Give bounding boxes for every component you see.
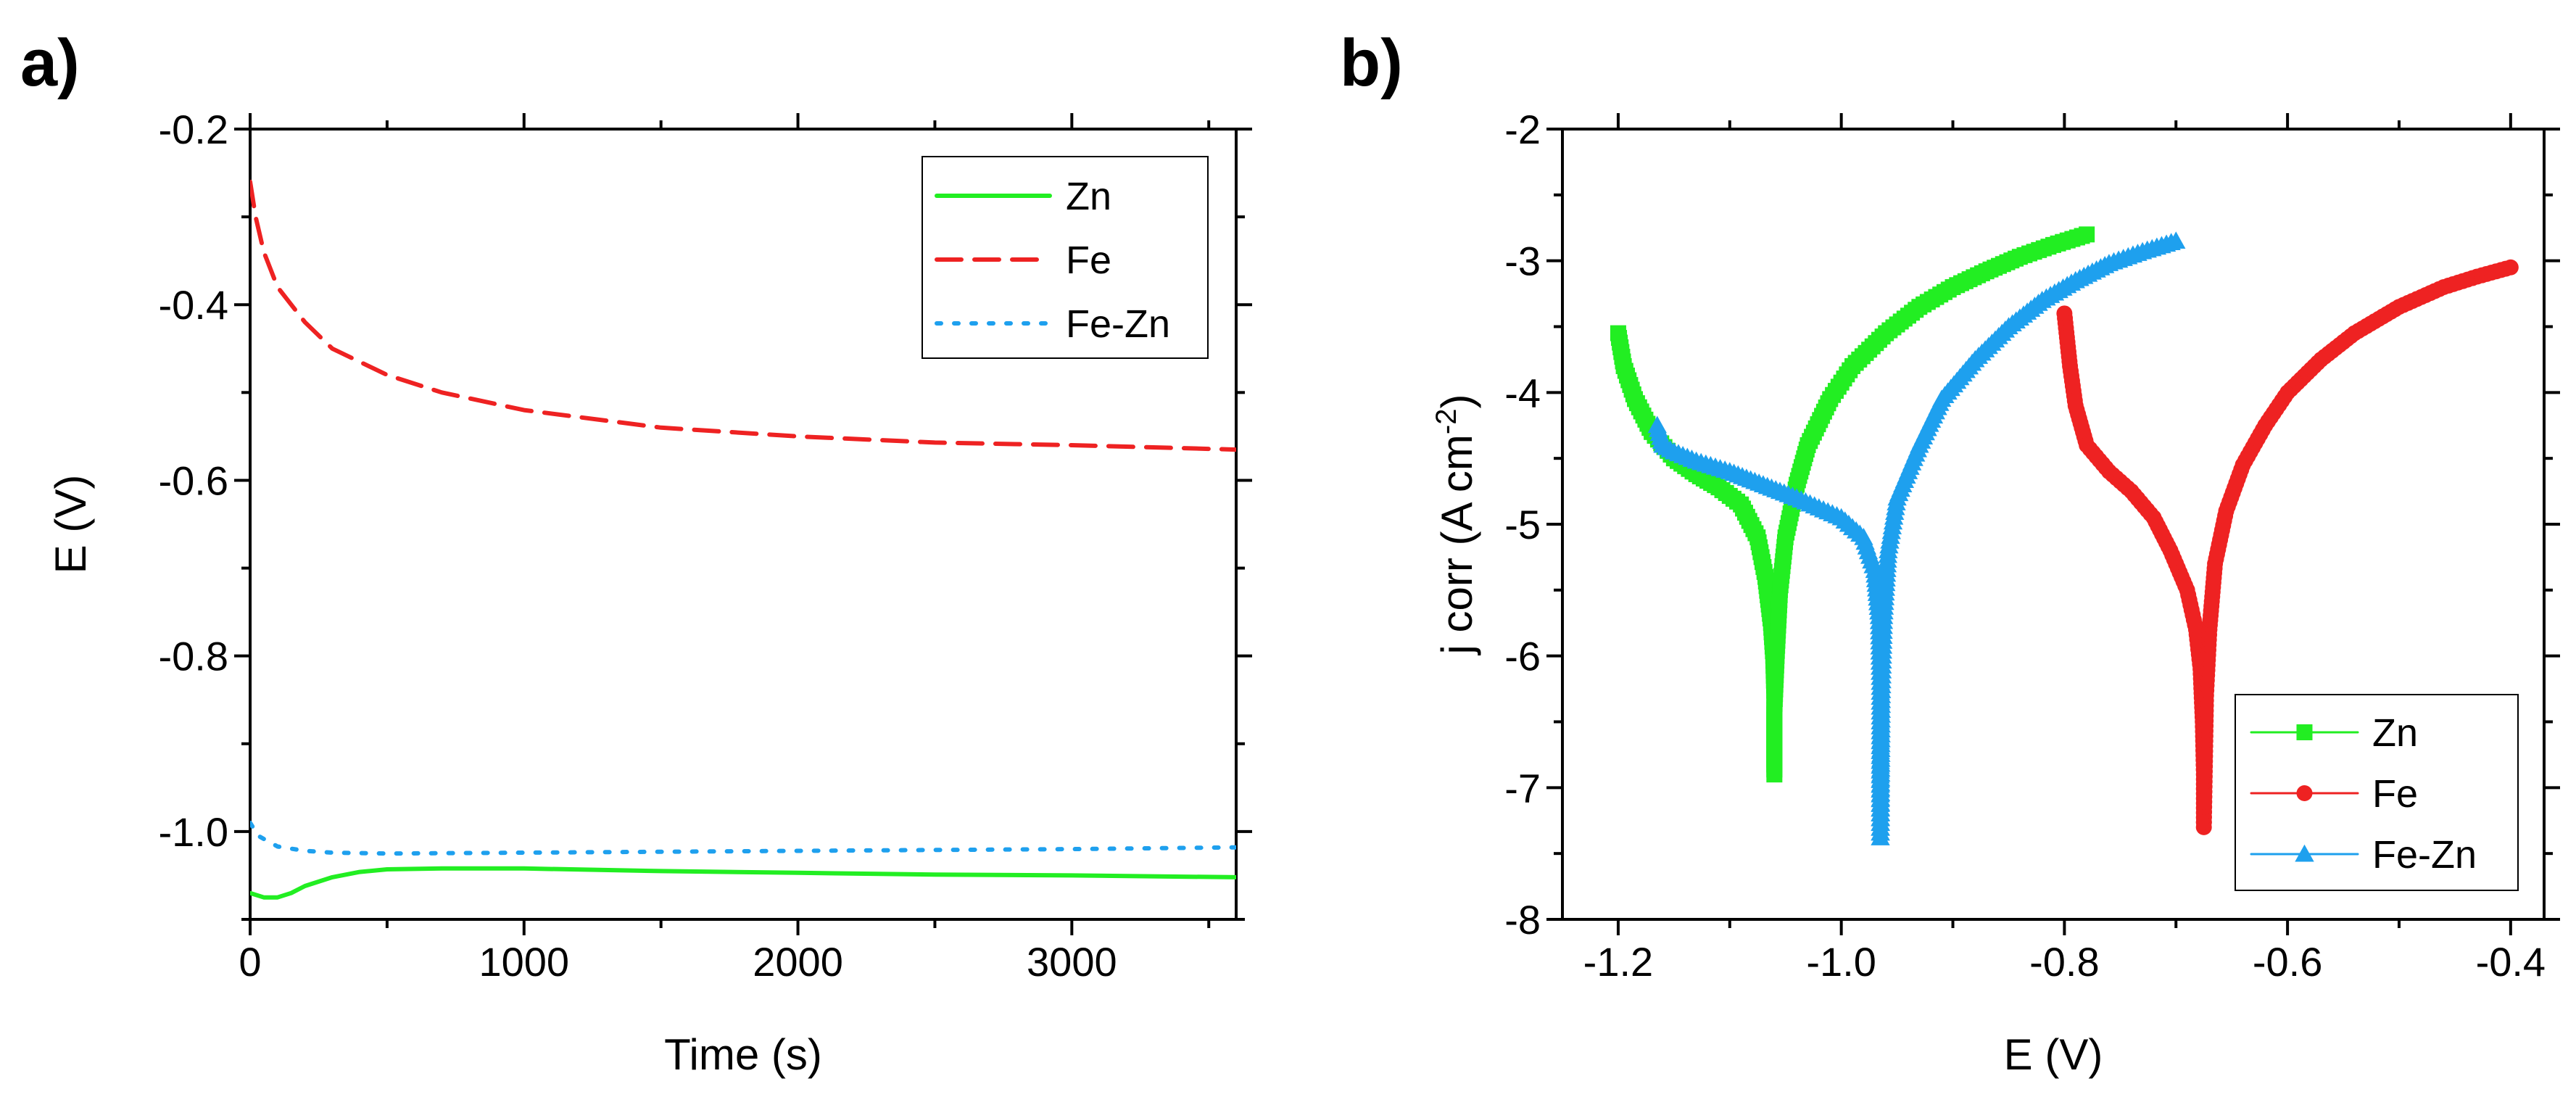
chart-b-xtick-label: -1.0 [1806, 939, 1876, 985]
chart-a-xtick-label: 3000 [1027, 939, 1117, 985]
chart-b-ytick-label: -6 [1504, 634, 1541, 679]
chart-a-series-fe-line [250, 179, 1236, 452]
chart-b-xtick-label: -0.4 [2476, 939, 2546, 985]
chart-b-ytick-label: -3 [1504, 239, 1541, 284]
chart-a-ytick-label: -0.6 [159, 458, 229, 503]
chart-b-series-zn-legend-label: Zn [2372, 711, 2418, 755]
chart-a-series-fe-zn-line [250, 820, 1236, 856]
chart-b-ytick-label: -8 [1504, 897, 1541, 943]
chart-b-ytick-label: -7 [1504, 765, 1541, 811]
chart-b-series-zn-point [2079, 226, 2095, 243]
chart-b-series-fe-zn [1647, 231, 2186, 845]
chart-b: -1.2 -1.0 -0.8 -0.6 -0.4 -8 -7 -6 -5 -4 -3 -2 E (V)… [1430, 107, 2560, 1079]
panel-a-label: a) [20, 26, 80, 100]
chart-b-series-fe-point [2502, 259, 2519, 276]
chart-b-series-fe-legend-label: Fe [2372, 772, 2418, 816]
chart-a-frame [249, 128, 1238, 921]
chart-b-series-fe-zn-legend-marker [2295, 844, 2314, 862]
chart-a-series-zn-line [250, 866, 1236, 900]
chart-b-ytick-label: -4 [1504, 370, 1541, 415]
panel-b-label: b) [1340, 26, 1403, 100]
chart-b-series-fe-zn-legend-label: Fe-Zn [2372, 833, 2477, 877]
chart-a-series-zn [250, 866, 1236, 900]
chart-a-xlabel: Time (s) [664, 1030, 822, 1079]
chart-a-ytick-label: -0.2 [159, 107, 229, 152]
chart-b-series-fe-zn-point [2166, 231, 2186, 249]
chart-a: 0 1000 2000 3000 -1.0 -0.8 -0.6 -0.4 -0.2 Time (… [46, 107, 1252, 1079]
chart-a-ytick-label: -0.8 [159, 634, 229, 679]
chart-a-series-fe-zn [250, 820, 1236, 856]
chart-b-xtick-label: -1.2 [1583, 939, 1654, 985]
chart-a-series-fe-zn-legend-label: Fe-Zn [1066, 302, 1170, 346]
chart-a-xtick-label: 0 [239, 939, 261, 985]
chart-b-plot-area [1610, 226, 2519, 845]
chart-a-xtick-label: 2000 [753, 939, 843, 985]
chart-a-plot-area [250, 179, 1236, 900]
chart-b-ylabel-end: ) [1433, 394, 1481, 409]
chart-a-xtick-label: 1000 [479, 939, 569, 985]
chart-b-ylabel: j corr (A cm-2) [1430, 394, 1481, 656]
chart-b-xtick-label: -0.8 [2029, 939, 2100, 985]
chart-a-series-fe-legend-label: Fe [1066, 239, 1111, 282]
chart-b-xlabel: E (V) [2004, 1030, 2103, 1079]
chart-b-series-fe [2056, 259, 2519, 835]
chart-b-xtick-label: -0.6 [2253, 939, 2323, 985]
chart-a-legend: Zn Fe Fe-Zn [922, 156, 1209, 359]
chart-a-ytick-label: -1.0 [159, 809, 229, 855]
chart-b-ytick-label: -5 [1504, 502, 1541, 547]
chart-b-ytick-label: -2 [1504, 107, 1541, 152]
chart-a-ylabel: E (V) [46, 475, 95, 574]
chart-a-series-zn-legend-label: Zn [1066, 175, 1111, 218]
chart-b-legend: Zn Fe Fe-Zn [2235, 694, 2519, 891]
chart-b-series-fe-zn-line [1656, 239, 2177, 839]
chart-b-ylabel-main: j corr (A cm [1433, 434, 1481, 655]
chart-a-series-fe [250, 179, 1236, 452]
chart-b-ylabel-sup: -2 [1430, 409, 1462, 435]
chart-a-ytick-label: -0.4 [159, 282, 229, 328]
chart-b-series-fe-legend-marker [2296, 785, 2313, 801]
chart-b-series-zn-legend-marker [2296, 724, 2313, 740]
